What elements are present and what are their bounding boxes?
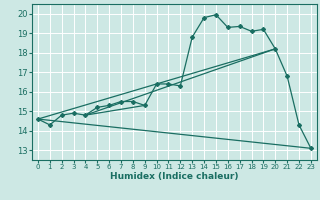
X-axis label: Humidex (Indice chaleur): Humidex (Indice chaleur) xyxy=(110,172,239,181)
